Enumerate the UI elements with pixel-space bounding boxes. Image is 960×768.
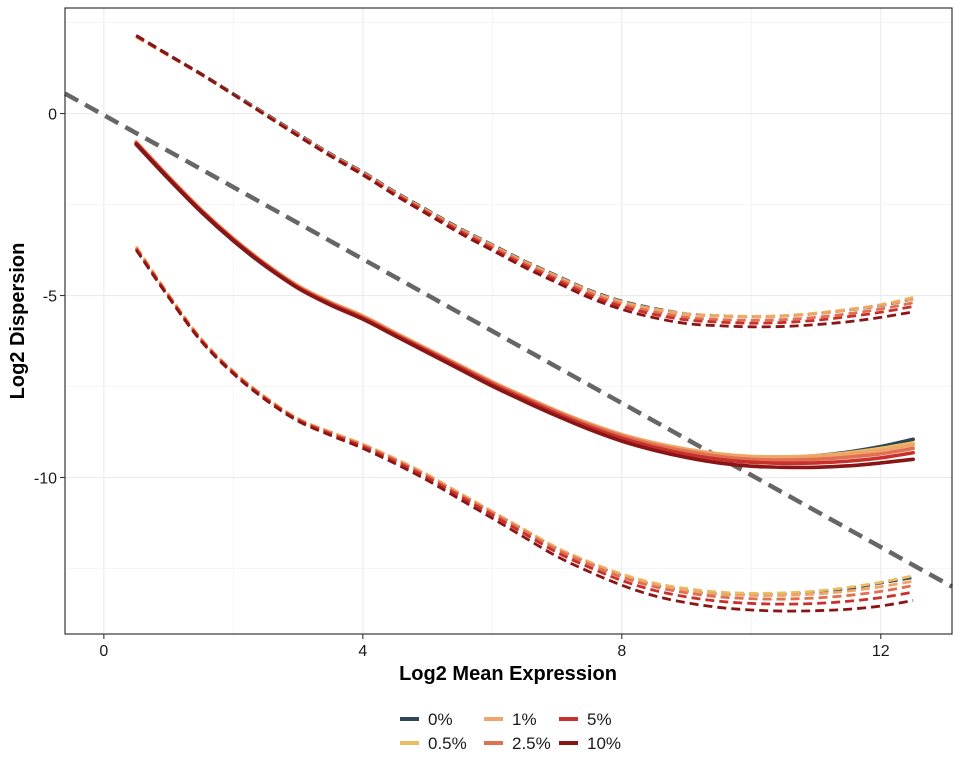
legend: 0% 0.5% 1% 2.5% 5% 10%: [400, 710, 621, 753]
x-tick-label: 4: [358, 643, 367, 660]
x-axis-title: Log2 Mean Expression: [399, 663, 617, 685]
plot-panel-border: [64, 7, 953, 635]
y-axis-ticks: 0 -5 -10: [34, 107, 65, 488]
y-tick-label: -10: [34, 471, 57, 488]
legend-label: 1%: [512, 710, 537, 729]
y-tick-label: 0: [48, 107, 57, 124]
series-10pct-fit-line: [134, 142, 915, 470]
legend-item-5pct: 5%: [559, 710, 612, 729]
legend-label: 0.5%: [428, 734, 467, 753]
series-layer: [134, 34, 915, 613]
series-10pct: [134, 34, 915, 613]
series-10pct-lower-band: [135, 249, 914, 613]
legend-label: 10%: [587, 734, 621, 753]
series-5pct-upper-band: [135, 34, 914, 325]
reference-line-layer: [63, 91, 954, 589]
grid-lines: [65, 8, 952, 634]
x-tick-label: 0: [99, 643, 108, 660]
y-axis-title: Log2 Dispersion: [7, 243, 29, 400]
series-2-5pct-upper-band: [135, 35, 914, 322]
y-tick-label: -5: [43, 289, 57, 306]
legend-label: 2.5%: [512, 734, 551, 753]
x-tick-label: 8: [617, 643, 626, 660]
x-tick-label: 12: [872, 643, 890, 660]
legend-item-0-5pct: 0.5%: [400, 734, 467, 753]
x-axis-ticks: 0 4 8 12: [99, 634, 890, 660]
legend-item-10pct: 10%: [559, 734, 621, 753]
legend-label: 0%: [428, 710, 453, 729]
legend-item-0pct: 0%: [400, 710, 453, 729]
legend-label: 5%: [587, 710, 612, 729]
legend-item-1pct: 1%: [484, 710, 537, 729]
legend-item-2-5pct: 2.5%: [484, 734, 551, 753]
reference-diagonal-line: [63, 91, 954, 589]
series-10pct-upper-band: [135, 34, 914, 329]
